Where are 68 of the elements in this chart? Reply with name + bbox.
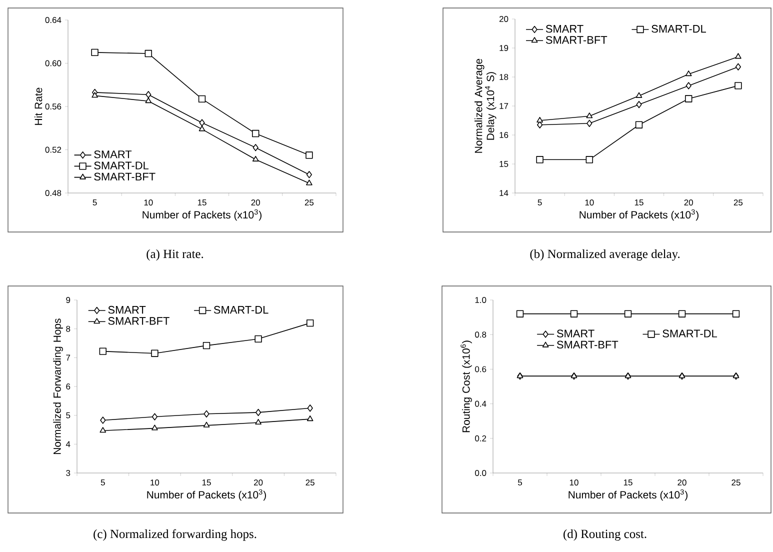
y-tick-label: 5 <box>66 412 70 418</box>
text: (b) Normalized average delay. <box>530 249 680 261</box>
legend-label: SMART-DL <box>94 162 149 170</box>
x-tick-label: 15 <box>634 200 644 206</box>
x-tick-label: 20 <box>684 200 693 206</box>
y-tick-label: 20 <box>499 16 508 22</box>
x-tick-label: 5 <box>538 200 542 206</box>
y-tick-label: 19 <box>500 45 508 51</box>
x-tick-label: 5 <box>518 480 522 486</box>
x-tick-label: 15 <box>198 200 206 206</box>
x-axis-title: Number of Packets (x10$^{3}$) <box>580 209 698 221</box>
legend-label: SMART-BFT <box>94 172 156 181</box>
y-tick-label: 18 <box>500 74 508 80</box>
x-tick-label: 25 <box>306 480 314 486</box>
y-tick-label: 0.64 <box>45 17 62 23</box>
text: (a) Hit rate. <box>146 249 204 261</box>
y-tick-label: 0.8 <box>475 332 486 338</box>
y-axis-title: Normalized Forwarding Hops <box>53 318 63 454</box>
legend-label: SMART <box>94 150 132 158</box>
text: (c) Normalized forwarding hops. <box>94 529 256 541</box>
x-tick-label: 5 <box>92 200 97 206</box>
y-tick-label: 3 <box>66 470 70 476</box>
y-axis-title: Routing Cost (x10$^{6}$) <box>460 340 472 432</box>
x-tick-label: 25 <box>732 480 740 486</box>
x-tick-label: 10 <box>570 480 578 486</box>
y-tick-label: 0.48 <box>45 190 62 196</box>
legend-label: SMART <box>556 330 594 338</box>
y-tick-label: 0.56 <box>45 104 62 110</box>
y-tick-label: 0.6 <box>475 366 486 372</box>
legend-label: SMART-BFT <box>546 36 608 44</box>
legend-label: SMART <box>108 306 146 314</box>
legend-label: SMART-BFT <box>556 340 618 349</box>
x-tick-label: 25 <box>304 200 314 206</box>
text: (d) Routing cost. <box>564 529 646 541</box>
x-tick-label: 10 <box>150 480 160 486</box>
y-tick-label: 6 <box>66 384 70 390</box>
y-axis-title: Hit Rate <box>34 88 42 125</box>
y-tick-label: 0.0 <box>475 470 486 476</box>
y-tick-label: 0.2 <box>475 435 486 442</box>
y-tick-label: 14 <box>500 190 508 196</box>
legend-label: SMART-DL <box>652 24 706 33</box>
x-tick-label: 5 <box>100 480 105 486</box>
y-tick-label: 8 <box>66 326 70 332</box>
y-tick-label: 15 <box>500 161 508 167</box>
y-tick-label: 17 <box>500 103 508 109</box>
legend-label: SMART-BFT <box>108 317 170 325</box>
y-tick-label: 0.60 <box>45 60 62 66</box>
y-tick-label: 0.52 <box>45 146 62 153</box>
x-tick-label: 15 <box>202 480 211 486</box>
legend-label: SMART <box>546 24 584 33</box>
y-tick-label: 9 <box>66 297 70 303</box>
y-tick-label: 16 <box>500 132 508 138</box>
x-tick-label: 10 <box>144 200 153 206</box>
legend-label: SMART-DL <box>662 330 718 338</box>
x-tick-label: 20 <box>251 200 260 206</box>
x-tick-label: 20 <box>254 480 263 486</box>
x-tick-label: 15 <box>624 480 632 486</box>
x-tick-label: 20 <box>678 480 686 486</box>
x-tick-label: 25 <box>734 200 743 206</box>
x-axis-title: Number of Packets (x10$^{3}$) <box>568 489 688 501</box>
y-tick-label: 7 <box>66 354 70 361</box>
x-axis-title: Number of Packets (x10$^{3}$) <box>147 489 266 501</box>
y-tick-label: 4 <box>66 441 70 448</box>
legend-label: SMART-DL <box>214 306 268 314</box>
x-axis-title: Number of Packets (x10$^{3}$) <box>142 209 262 221</box>
y-tick-label: 1.0 <box>475 297 486 303</box>
x-tick-label: 10 <box>585 200 594 206</box>
y-tick-label: 0.4 <box>475 400 486 407</box>
